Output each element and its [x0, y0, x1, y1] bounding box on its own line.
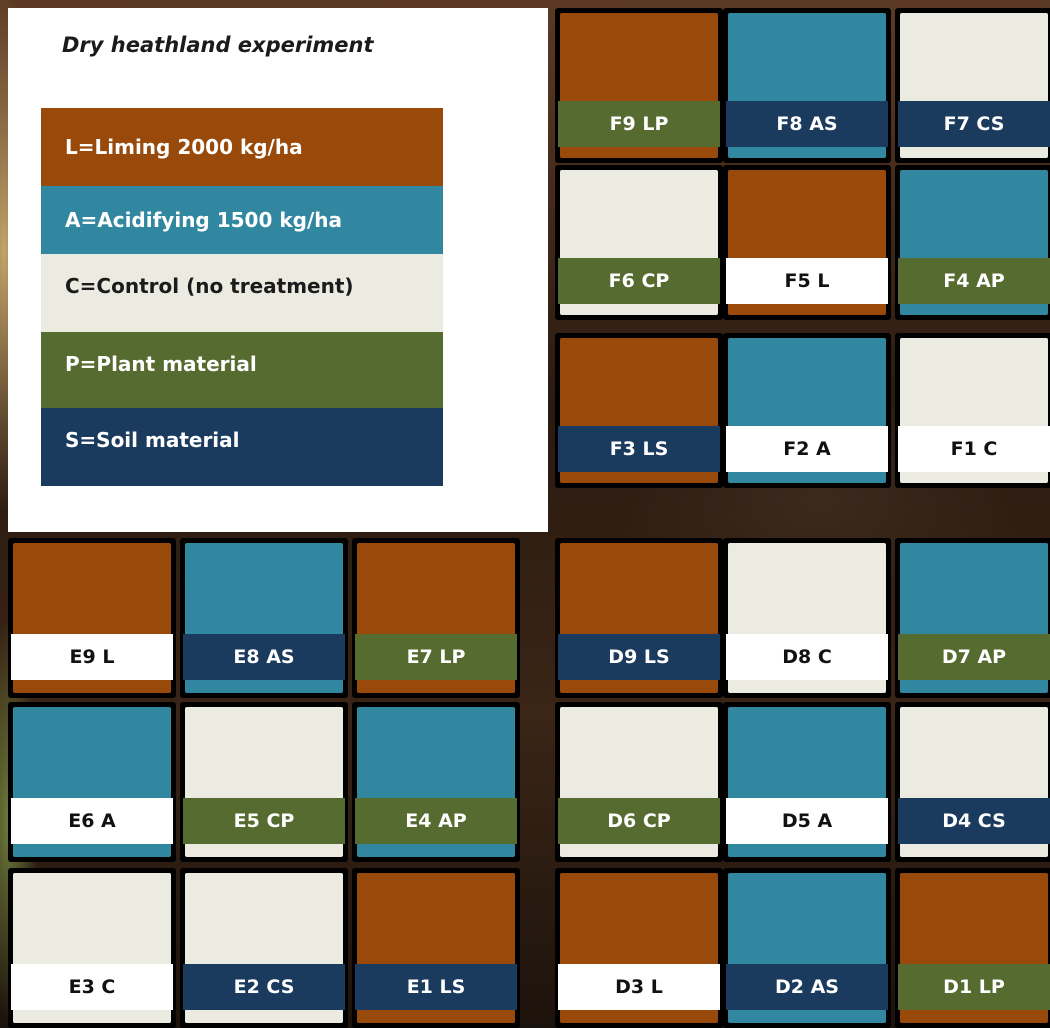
plot-f1: F1 C [895, 333, 1050, 488]
plot-label: E7 LP [355, 634, 517, 680]
plot-label: D4 CS [898, 798, 1050, 844]
legend-item: L=Liming 2000 kg/ha [41, 108, 443, 186]
plot-f4: F4 AP [895, 165, 1050, 320]
plot-label: F5 L [726, 258, 888, 304]
plot-label: E4 AP [355, 798, 517, 844]
diagram-title: Dry heathland experiment [62, 33, 374, 57]
plot-label: E5 CP [183, 798, 345, 844]
plot-label: F3 LS [558, 426, 720, 472]
plot-d6: D6 CP [555, 702, 723, 862]
legend-label: L=Liming 2000 kg/ha [65, 135, 303, 159]
plot-label: D9 LS [558, 634, 720, 680]
plot-label: D8 C [726, 634, 888, 680]
plot-label: D7 AP [898, 634, 1050, 680]
plot-label: F4 AP [898, 258, 1050, 304]
plot-d9: D9 LS [555, 538, 723, 698]
plot-e3: E3 C [8, 868, 176, 1028]
legend-item: P=Plant material [41, 332, 443, 408]
plot-label: F7 CS [898, 101, 1050, 147]
plot-label: D1 LP [898, 964, 1050, 1010]
plot-e7: E7 LP [352, 538, 520, 698]
plot-label: E6 A [11, 798, 173, 844]
plot-label: E9 L [11, 634, 173, 680]
plot-label: D2 AS [726, 964, 888, 1010]
legend-item: A=Acidifying 1500 kg/ha [41, 186, 443, 254]
plot-label: E2 CS [183, 964, 345, 1010]
plot-label: E3 C [11, 964, 173, 1010]
plot-f6: F6 CP [555, 165, 723, 320]
plot-label: F2 A [726, 426, 888, 472]
plot-e5: E5 CP [180, 702, 348, 862]
plot-e9: E9 L [8, 538, 176, 698]
plot-label: E1 LS [355, 964, 517, 1010]
plot-f3: F3 LS [555, 333, 723, 488]
plot-f5: F5 L [723, 165, 891, 320]
plot-label: F1 C [898, 426, 1050, 472]
plot-label: F6 CP [558, 258, 720, 304]
plot-f7: F7 CS [895, 8, 1050, 163]
plot-label: F9 LP [558, 101, 720, 147]
plot-d8: D8 C [723, 538, 891, 698]
plot-e1: E1 LS [352, 868, 520, 1028]
plot-label: D5 A [726, 798, 888, 844]
plot-e4: E4 AP [352, 702, 520, 862]
plot-f8: F8 AS [723, 8, 891, 163]
plot-label: F8 AS [726, 101, 888, 147]
plot-e2: E2 CS [180, 868, 348, 1028]
plot-e6: E6 A [8, 702, 176, 862]
plot-d1: D1 LP [895, 868, 1050, 1028]
plot-d3: D3 L [555, 868, 723, 1028]
plot-label: D3 L [558, 964, 720, 1010]
plot-d2: D2 AS [723, 868, 891, 1028]
legend-item: S=Soil material [41, 408, 443, 486]
plot-label: E8 AS [183, 634, 345, 680]
legend-label: C=Control (no treatment) [65, 274, 354, 298]
legend-label: A=Acidifying 1500 kg/ha [65, 208, 342, 232]
plot-f9: F9 LP [555, 8, 723, 163]
plot-d4: D4 CS [895, 702, 1050, 862]
legend-item: C=Control (no treatment) [41, 254, 443, 332]
plot-d5: D5 A [723, 702, 891, 862]
plot-e8: E8 AS [180, 538, 348, 698]
plot-d7: D7 AP [895, 538, 1050, 698]
plot-f2: F2 A [723, 333, 891, 488]
plot-label: D6 CP [558, 798, 720, 844]
legend-label: P=Plant material [65, 352, 257, 376]
legend-label: S=Soil material [65, 428, 240, 452]
